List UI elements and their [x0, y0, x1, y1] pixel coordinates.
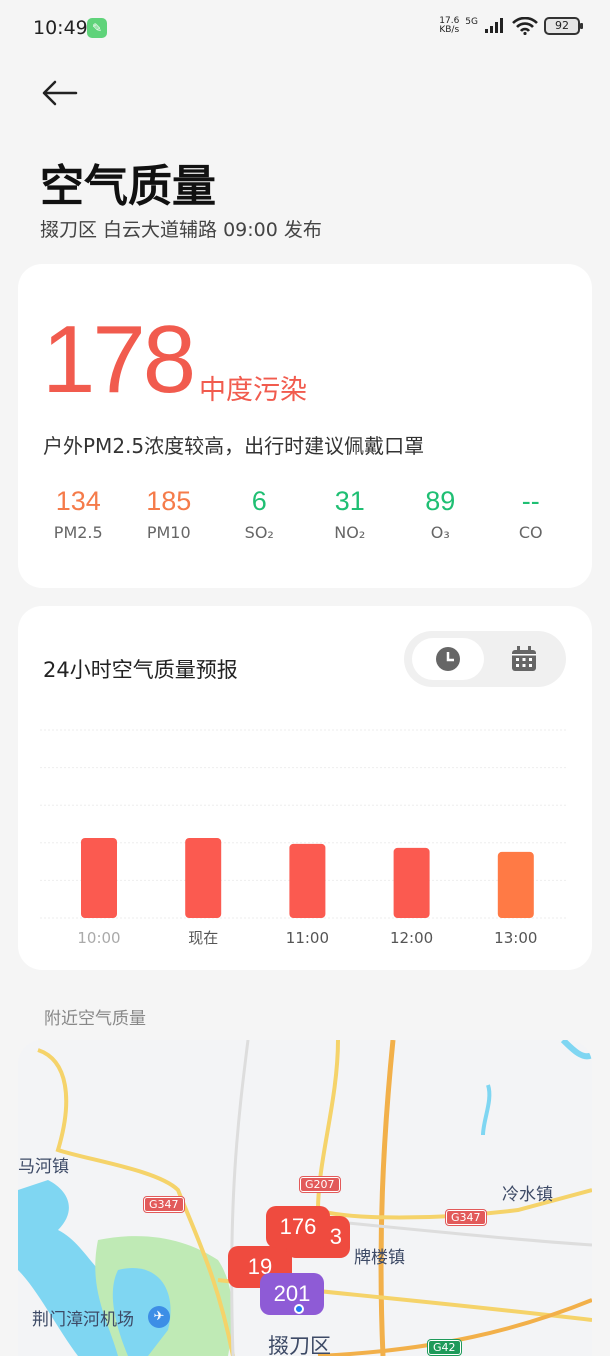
health-advice: 户外PM2.5浓度较高，出行时建议佩戴口罩: [43, 434, 425, 458]
station-marker[interactable]: 176: [266, 1206, 330, 1248]
road-shield: G42: [427, 1339, 462, 1356]
arrow-left-icon: [42, 80, 78, 106]
forecast-bar[interactable]: [185, 838, 222, 918]
pollutant-name: CO: [518, 523, 543, 542]
road-shield: G347: [143, 1196, 185, 1213]
pollutant-name: PM10: [146, 523, 191, 542]
signal-icon: [485, 18, 503, 33]
clock: 10:49: [33, 17, 88, 39]
map-place-label: 牌楼镇: [354, 1248, 405, 1268]
back-button[interactable]: [40, 78, 84, 114]
pollutant-value: 6: [251, 486, 267, 516]
map-place-label: 荆门漳河机场: [32, 1310, 134, 1330]
forecast-bar[interactable]: [289, 843, 326, 918]
pollutant-name: SO₂: [244, 523, 274, 542]
network-type: 5G: [465, 17, 478, 27]
station-marker[interactable]: 201: [260, 1273, 324, 1315]
pollutant-list: 134 PM2.5 185 PM10 6 SO₂ 31 NO₂ 89 O₃ -- CO: [18, 486, 592, 542]
status-bar: 10:49 ✎ 17.6 KB/s 5G 92: [0, 0, 610, 56]
forecast-time-label: 13:00: [494, 929, 537, 947]
pollutant-name: PM2.5: [53, 523, 103, 542]
forecast-bar[interactable]: [497, 851, 534, 918]
clock-icon: [436, 647, 460, 671]
forecast-bar[interactable]: [393, 847, 430, 918]
forecast-time-label: 11:00: [286, 929, 329, 947]
pollutant-o: 89 O₃: [395, 486, 486, 542]
pollutant-value: 89: [425, 486, 456, 516]
pollutant-name: NO₂: [334, 523, 366, 542]
wifi-icon: [512, 17, 538, 35]
pollutant-value: 134: [55, 486, 101, 516]
battery-indicator: 92: [544, 17, 583, 35]
road-shield: G207: [299, 1176, 341, 1193]
forecast-bar[interactable]: [81, 838, 117, 918]
location-publish-time: 掇刀区 白云大道辅路 09:00 发布: [40, 219, 322, 241]
forecast-card: 24小时空气质量预报 10:00 现在 11:00 12:00 13:00: [18, 606, 592, 970]
aqi-level: 中度污染: [199, 375, 307, 406]
pollutant-value: 31: [334, 486, 365, 516]
net-speed: 17.6 KB/s: [439, 16, 460, 35]
road-shield: G347: [445, 1209, 487, 1226]
map-base: [18, 1040, 592, 1356]
pollutant-value: 185: [146, 486, 192, 516]
map-place-label: 冷水镇: [502, 1185, 553, 1205]
aqi-summary-card: 178 中度污染 户外PM2.5浓度较高，出行时建议佩戴口罩 134 PM2.5 1…: [18, 264, 592, 588]
daily-toggle-button[interactable]: [494, 638, 554, 680]
map-place-label: 马河镇: [18, 1157, 69, 1177]
pollutant-name: O₃: [430, 523, 450, 542]
pollutant-pm10: 185 PM10: [124, 486, 215, 542]
pollutant-pm25: 134 PM2.5: [33, 486, 124, 542]
page-title: 空气质量: [40, 161, 216, 212]
forecast-time-label: 10:00: [77, 929, 120, 947]
forecast-title: 24小时空气质量预报: [43, 658, 238, 682]
pollutant-so: 6 SO₂: [214, 486, 305, 542]
forecast-time-label: 12:00: [390, 929, 433, 947]
wrench-app-icon: ✎: [87, 18, 107, 38]
aqi-value: 178: [42, 306, 196, 413]
nearby-map[interactable]: 马河镇 冷水镇 牌楼镇 荆门漳河机场 ✈ 掇刀区 G347 G207 G347 …: [18, 1040, 592, 1356]
pollutant-value: --: [521, 486, 540, 516]
map-place-label: 掇刀区: [268, 1334, 331, 1356]
airport-icon: ✈: [148, 1306, 170, 1328]
calendar-icon: [512, 646, 536, 671]
current-location-dot: [294, 1304, 304, 1314]
pollutant-co: -- CO: [486, 486, 577, 542]
nearby-title: 附近空气质量: [44, 1009, 146, 1029]
forecast-time-label: 现在: [188, 929, 218, 947]
pollutant-no: 31 NO₂: [305, 486, 396, 542]
forecast-bar-chart: 10:00 现在 11:00 12:00 13:00: [40, 729, 568, 947]
view-toggle: [404, 631, 566, 687]
hourly-toggle-button[interactable]: [412, 638, 484, 680]
